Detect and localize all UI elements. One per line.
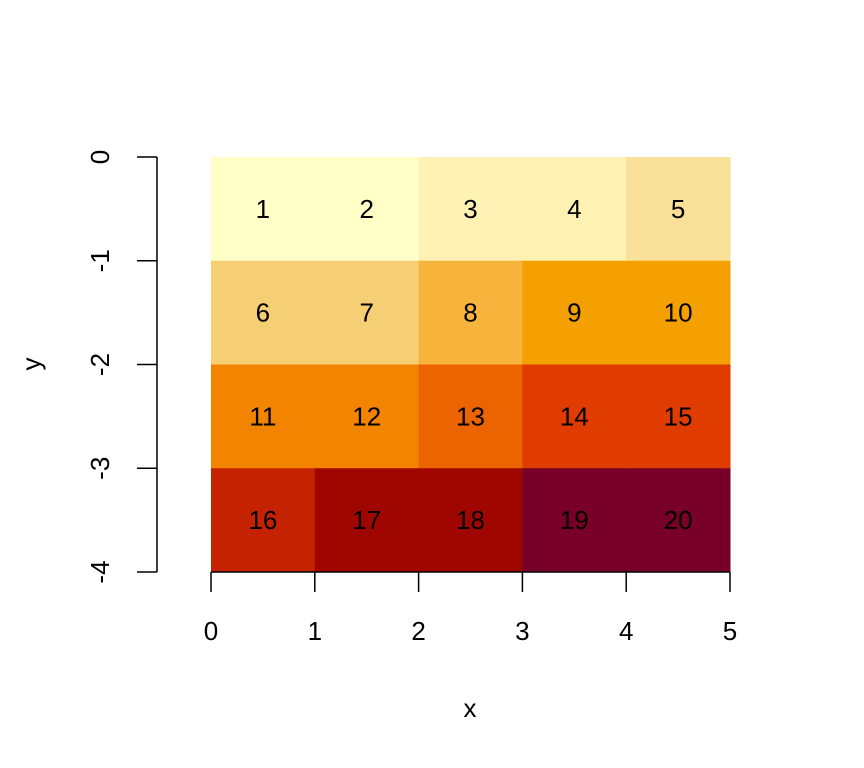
heatmap-cell <box>418 260 523 365</box>
cell-label: 19 <box>560 505 589 535</box>
heatmap-cell <box>211 260 316 365</box>
cell-label: 10 <box>664 298 693 328</box>
heatmap-cell <box>522 364 627 469</box>
cell-label: 12 <box>352 401 381 431</box>
y-tick-label: -4 <box>85 560 115 583</box>
x-tick-label: 5 <box>723 616 737 646</box>
cell-label: 8 <box>463 298 477 328</box>
cell-label: 18 <box>456 505 485 535</box>
x-tick-label: 1 <box>308 616 322 646</box>
heatmap-cell <box>314 157 420 262</box>
cell-label: 16 <box>248 505 277 535</box>
heatmap-cell <box>211 364 316 469</box>
x-tick-label: 2 <box>411 616 425 646</box>
x-tick-label: 0 <box>204 616 218 646</box>
heatmap-cell <box>314 260 420 365</box>
y-axis: 0 -1 -2 -3 -4 <box>85 150 158 584</box>
heatmap-cell <box>314 468 420 573</box>
heatmap-cell <box>626 468 731 573</box>
cell-label: 15 <box>664 401 693 431</box>
cell-label: 14 <box>560 401 589 431</box>
heatmap-cell <box>626 157 731 262</box>
x-tick-label: 4 <box>619 616 633 646</box>
cell-label: 6 <box>256 298 270 328</box>
y-tick-label: 0 <box>85 150 115 164</box>
cell-label: 17 <box>352 505 381 535</box>
heatmap-cell <box>626 364 731 469</box>
y-tick-label: -3 <box>85 457 115 480</box>
y-tick-label: -1 <box>85 249 115 272</box>
heatmap-cell <box>418 157 523 262</box>
x-axis: 0 1 2 3 4 5 <box>204 571 737 646</box>
cell-label: 2 <box>359 194 373 224</box>
heatmap-cell <box>211 468 316 573</box>
cell-label: 11 <box>249 401 276 431</box>
heatmap-cell <box>522 468 627 573</box>
x-tick-label: 3 <box>515 616 529 646</box>
heatmap-cell <box>314 364 420 469</box>
heatmap-cell <box>522 157 627 262</box>
y-tick-label: -2 <box>85 353 115 376</box>
cell-label: 3 <box>463 194 477 224</box>
cell-label: 20 <box>664 505 693 535</box>
cell-label: 13 <box>456 401 485 431</box>
cell-label: 4 <box>567 194 581 224</box>
x-axis-title: x <box>464 693 477 723</box>
y-axis-title: y <box>16 358 46 371</box>
heatmap-cell <box>418 468 523 573</box>
heatmap-cell <box>626 260 731 365</box>
cell-label: 7 <box>359 298 373 328</box>
heatmap-cell <box>418 364 523 469</box>
cell-label: 9 <box>567 298 581 328</box>
cell-label: 1 <box>256 194 270 224</box>
cell-label: 5 <box>671 194 685 224</box>
heatmap-cell <box>211 157 316 262</box>
heatmap-cell <box>522 260 627 365</box>
